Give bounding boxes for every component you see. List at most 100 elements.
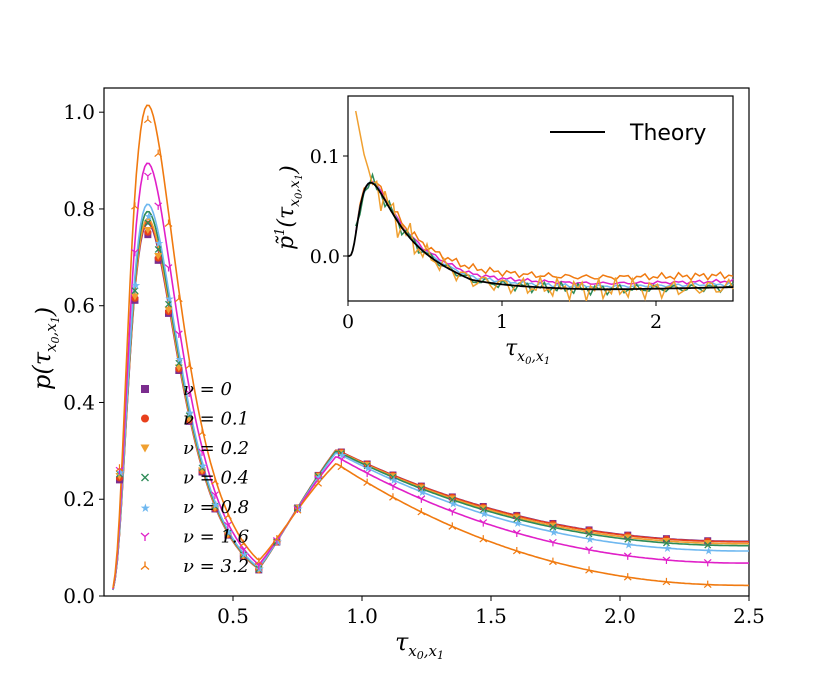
inset-ytick-label-1: 0.1 — [310, 146, 340, 168]
legend-label-2: ν = 0.2 — [183, 438, 249, 459]
main-marker-6-17 — [389, 493, 397, 501]
main-marker-4-20: ★ — [479, 509, 489, 521]
main-marker-5-16 — [363, 469, 372, 478]
main-ytick-label-2: 0.4 — [63, 390, 95, 414]
main-marker-2-25 — [662, 538, 671, 546]
legend-marker-3 — [141, 473, 149, 482]
main-marker-3-22 — [549, 523, 557, 531]
main-marker-2-2 — [143, 226, 152, 234]
main-marker-3-8 — [211, 502, 219, 510]
main-marker-4-6: ★ — [185, 407, 195, 419]
main-marker-6-24 — [623, 573, 632, 581]
legend-marker-4: ★ — [140, 501, 151, 515]
main-marker-6-0 — [115, 464, 124, 472]
main-marker-2-1 — [130, 293, 139, 301]
main-ytick-label-5: 1.0 — [63, 100, 95, 124]
main-marker-6-7 — [198, 428, 206, 436]
main-marker-6-15 — [337, 462, 346, 471]
main-marker-4-10: ★ — [239, 549, 249, 561]
main-marker-5-5 — [174, 330, 183, 338]
main-curve-4 — [112, 203, 749, 590]
main-xtick-label-3: 2.0 — [604, 604, 636, 628]
main-marker-6-18 — [417, 507, 426, 516]
main-marker-6-23 — [585, 566, 593, 574]
main-marker-5-8 — [211, 491, 219, 499]
main-marker-4-26: ★ — [704, 545, 714, 557]
inset-theory-curve — [348, 181, 734, 291]
legend-marker-1 — [141, 414, 149, 423]
main-marker-3-20 — [479, 506, 487, 514]
main-marker-5-15 — [337, 455, 346, 464]
main-marker-6-10 — [239, 539, 248, 548]
main-marker-3-2 — [144, 219, 152, 227]
main-marker-4-13: ★ — [294, 504, 304, 516]
inset-xtick-label-2: 2 — [650, 311, 662, 333]
main-marker-5-21 — [512, 529, 521, 537]
legend-marker-0 — [141, 385, 149, 393]
main-marker-3-4 — [165, 300, 172, 308]
main-marker-6-3 — [154, 149, 163, 158]
main-marker-5-18 — [417, 495, 426, 503]
main-marker-4-18: ★ — [417, 487, 427, 499]
main-marker-6-26 — [703, 580, 712, 589]
inset-curve-3 — [354, 172, 734, 297]
main-ytick-label-0: 0.0 — [63, 584, 95, 608]
main-marker-5-3 — [154, 202, 163, 210]
main-marker-2-23 — [585, 529, 594, 537]
main-ytick-label-4: 0.8 — [63, 197, 95, 221]
main-marker-4-1: ★ — [131, 280, 141, 292]
main-marker-6-11 — [254, 557, 263, 566]
main-marker-6-8 — [211, 477, 219, 485]
main-xlabel: τx0,x1 — [395, 628, 444, 662]
legend-marker-6 — [140, 561, 150, 570]
main-marker-4-0: ★ — [115, 467, 125, 479]
main-marker-6-12 — [272, 534, 281, 543]
main-marker-3-5 — [175, 359, 183, 367]
main-marker-5-11 — [254, 562, 263, 570]
main-ylabel: p(τx0,x1) — [28, 307, 62, 390]
main-marker-6-25 — [662, 577, 671, 586]
inset-curve-0 — [354, 181, 734, 282]
main-marker-4-25: ★ — [662, 543, 672, 555]
main-ytick-label-1: 0.2 — [63, 487, 95, 511]
legend-label-1: ν = 0.1 — [183, 409, 249, 430]
main-marker-6-4 — [164, 219, 173, 227]
main-marker-4-17: ★ — [389, 475, 399, 487]
inset-xtick-label-0: 0 — [342, 311, 354, 333]
main-marker-2-0 — [115, 473, 124, 481]
main-marker-3-1 — [131, 287, 139, 295]
main-marker-6-13 — [293, 506, 302, 514]
main-marker-6-6 — [185, 361, 194, 370]
main-marker-4-15: ★ — [337, 450, 347, 462]
main-marker-3-9 — [224, 529, 232, 537]
main-marker-4-19: ★ — [448, 498, 458, 510]
main-marker-4-12: ★ — [273, 537, 283, 549]
main-marker-4-3: ★ — [154, 238, 164, 250]
inset-ylabel: p̃1(τx0,x1) — [273, 165, 305, 250]
main-marker-3-18 — [417, 485, 425, 493]
main-marker-6-22 — [549, 557, 557, 566]
main-marker-2-9 — [223, 531, 232, 539]
main-marker-5-10 — [239, 546, 248, 554]
main-marker-4-7: ★ — [198, 461, 208, 473]
inset-xlabel: τx0,x1 — [505, 336, 550, 367]
main-marker-4-23: ★ — [585, 534, 595, 546]
main-marker-3-23 — [585, 530, 593, 538]
main-marker-2-4 — [164, 306, 173, 314]
main-xtick-label-0: 0.5 — [217, 604, 249, 628]
main-curve-5 — [112, 162, 749, 590]
main-legend: ν = 0ν = 0.1ν = 0.2ν = 0.4★ ν = 0.8ν = 1.… — [140, 379, 249, 577]
main-curves — [112, 104, 749, 591]
main-marker-5-9 — [223, 521, 232, 530]
main-marker-5-2 — [143, 172, 152, 180]
main-marker-4-5: ★ — [175, 354, 185, 366]
inset-curve-4 — [354, 110, 734, 303]
main-marker-2-3 — [154, 252, 163, 260]
main-marker-2-22 — [548, 522, 557, 530]
main-marker-5-4 — [164, 264, 173, 272]
legend-label-4: ν = 0.8 — [183, 497, 249, 518]
inset-ytick-label-0: 0.0 — [310, 246, 340, 268]
legend-label-5: ν = 1.6 — [183, 527, 249, 548]
inset-ticks: 0 1 2 0.0 0.1 — [310, 146, 662, 333]
main-xtick-label-4: 2.5 — [733, 604, 765, 628]
